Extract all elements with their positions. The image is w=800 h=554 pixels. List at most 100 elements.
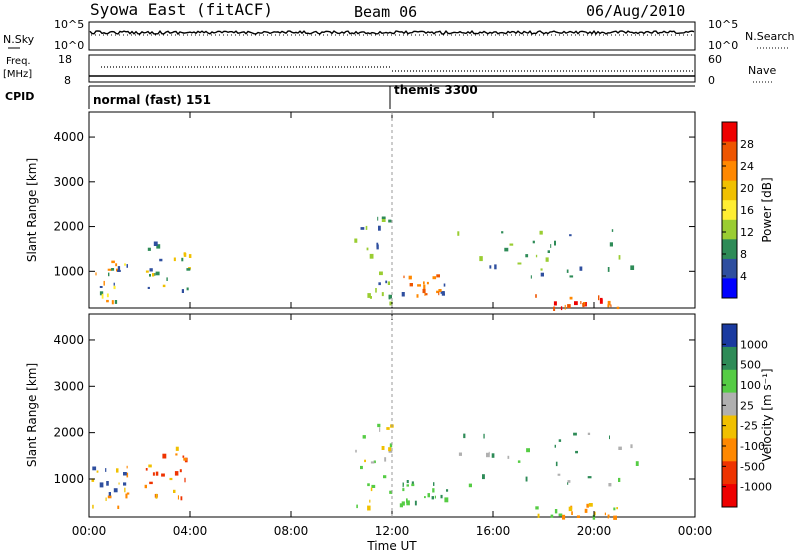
data-cell: [509, 243, 514, 246]
data-cell: [181, 257, 184, 262]
data-cell: [154, 273, 156, 276]
colorbar-tick-label: -1000: [740, 481, 772, 494]
data-cell: [377, 423, 381, 428]
data-cell: [388, 219, 392, 223]
data-cell: [401, 501, 405, 506]
power-y-axis: 1000 2000 3000 4000: [53, 130, 695, 278]
data-cell: [566, 269, 569, 273]
power-data-cells: [95, 216, 635, 311]
data-cell: [423, 281, 425, 285]
data-cell: [371, 484, 376, 488]
data-cell: [385, 280, 388, 284]
velocity-colorbar-label: Velocity [m s⁻¹]: [760, 368, 774, 461]
data-cell: [173, 257, 176, 262]
data-cell: [554, 240, 556, 246]
data-cell: [113, 282, 115, 286]
data-cell: [607, 300, 611, 306]
colorbar-tick-label: 24: [740, 160, 754, 173]
data-cell: [111, 300, 114, 305]
data-cell: [560, 306, 563, 311]
data-cell: [446, 489, 449, 492]
data-cell: [186, 268, 191, 271]
data-cell: [600, 297, 603, 301]
data-cell: [526, 448, 530, 453]
colorbar-tick-label: 28: [740, 138, 754, 151]
colorbar-segment: [722, 239, 737, 260]
data-cell: [587, 476, 592, 479]
data-cell: [406, 484, 409, 487]
data-cell: [483, 433, 485, 439]
data-cell: [440, 291, 445, 294]
data-cell: [571, 511, 573, 515]
data-cell: [438, 289, 442, 292]
y-tick-label: 3000: [53, 379, 84, 393]
data-cell: [366, 247, 369, 251]
data-cell: [584, 302, 587, 307]
data-cell: [370, 461, 375, 464]
data-cell: [184, 477, 186, 483]
station-title: Syowa East (fitACF): [90, 0, 273, 19]
colorbar-segment: [722, 438, 737, 462]
nsky-trace: [89, 29, 695, 36]
data-cell: [618, 477, 621, 482]
data-cell: [99, 291, 104, 296]
data-cell: [558, 439, 562, 442]
data-cell: [406, 480, 409, 484]
data-cell: [611, 229, 614, 232]
data-cell: [403, 275, 405, 279]
y-tick-label: 3000: [53, 175, 84, 189]
data-cell: [618, 446, 622, 450]
data-cell: [608, 514, 610, 518]
data-cell: [438, 292, 440, 296]
data-cell: [387, 281, 390, 285]
cpid-mode-normal: normal (fast) 151: [93, 93, 211, 107]
data-cell: [377, 216, 379, 221]
nsearch-tick-bottom: 10^0: [708, 39, 738, 52]
data-cell: [124, 263, 126, 266]
data-cell: [537, 513, 540, 518]
data-cell: [107, 268, 112, 271]
data-cell: [432, 488, 435, 493]
data-cell: [117, 269, 121, 272]
data-cell: [569, 275, 574, 278]
freq-tick-top: 18: [58, 53, 72, 66]
data-cell: [105, 497, 107, 501]
colorbar-segment: [722, 461, 737, 485]
data-cell: [444, 497, 449, 503]
data-cell: [569, 296, 573, 300]
data-cell: [144, 484, 147, 489]
data-cell: [414, 500, 417, 506]
velocity-y-axis: 1000 2000 3000 4000: [53, 333, 695, 486]
data-cell: [116, 468, 119, 473]
data-cell: [599, 299, 603, 304]
velocity-colorbar: 1000 500 100 25 -25 -100 -500 -1000: [721, 323, 772, 508]
data-cell: [494, 264, 497, 270]
data-cell: [378, 282, 381, 286]
nave-dots: [101, 66, 693, 72]
data-cell: [553, 301, 557, 306]
colorbar-segment: [722, 161, 737, 182]
data-cell: [416, 294, 419, 298]
data-cell: [155, 471, 159, 476]
data-cell: [107, 495, 112, 499]
data-cell: [592, 514, 596, 520]
nave-tick-top: 60: [708, 53, 722, 66]
data-cell: [567, 304, 571, 309]
nsky-panel-frame: [88, 21, 696, 51]
data-cell: [424, 496, 426, 499]
data-cell: [378, 225, 381, 231]
data-cell: [406, 500, 410, 506]
data-cell: [153, 241, 158, 246]
colorbar-tick-label: 12: [740, 226, 754, 239]
data-cell: [117, 266, 121, 271]
data-cell: [616, 306, 620, 310]
data-cell: [162, 284, 166, 288]
data-cell: [106, 481, 109, 486]
data-cell: [427, 493, 430, 498]
data-cell: [434, 495, 436, 499]
data-cell: [545, 257, 549, 262]
data-cell: [431, 496, 434, 500]
colorbar-tick-label: 4: [740, 270, 747, 283]
